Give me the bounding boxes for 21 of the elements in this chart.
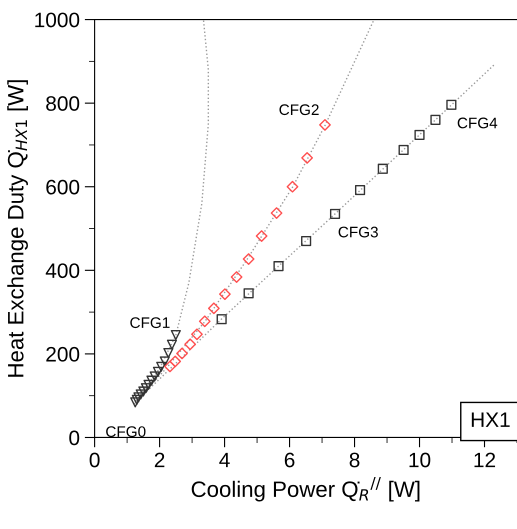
- x-tick-label: 2: [154, 452, 164, 468]
- y-axis-title: Heat Exchange Duty Q̇$_{HX1}$ [W]: [7, 80, 28, 377]
- y-tick-label: 400: [46, 263, 80, 278]
- x-tick-label: 10: [410, 452, 430, 468]
- annotation: CFG3: [338, 226, 378, 238]
- x-axis-title: Cooling Power Q̇$_{R}$$^{//}$ [W]: [192, 477, 420, 502]
- x-tick-label: 4: [219, 452, 230, 468]
- y-tick-label: 200: [46, 346, 80, 362]
- annotation: CFG4: [458, 118, 498, 128]
- x-tick-label: 12: [474, 452, 496, 468]
- annotation: CFG1: [130, 317, 170, 328]
- y-tick-label: 800: [46, 96, 80, 111]
- annotation: CFG2: [279, 104, 319, 116]
- y-tick-label: 1000: [35, 12, 80, 28]
- x-tick-label: 0: [90, 452, 100, 468]
- y-tick-label: 0: [69, 430, 80, 446]
- x-tick-label: 8: [350, 452, 360, 468]
- y-tick-label: 600: [46, 180, 80, 194]
- annotation: CFG0: [106, 426, 146, 438]
- annotation: HX1: [472, 412, 510, 427]
- x-tick-label: 6: [284, 452, 294, 468]
